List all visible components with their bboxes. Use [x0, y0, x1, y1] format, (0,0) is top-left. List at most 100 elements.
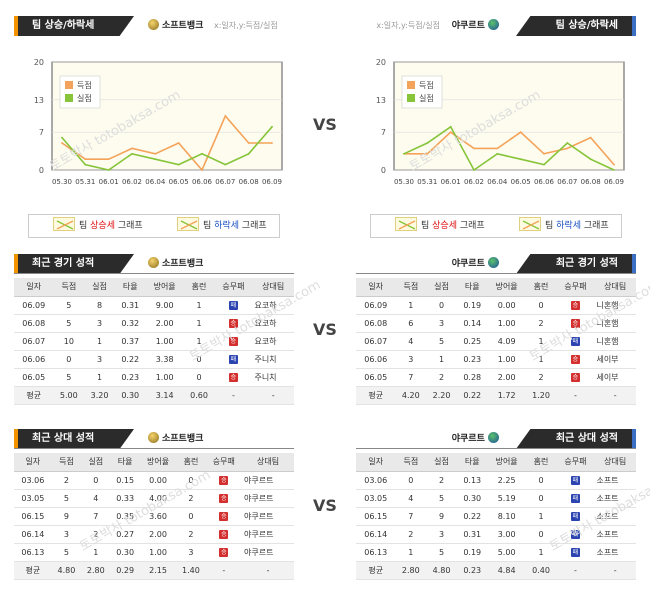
table-cell: 소프트 [594, 471, 636, 490]
result-badge: 승 [205, 543, 243, 562]
table-cell: 0.28 [456, 368, 488, 387]
column-header: 홈런 [176, 453, 206, 472]
win-badge-icon: 승 [219, 512, 229, 521]
table-cell: 0.27 [110, 525, 140, 544]
table-cell: 1.00 [487, 314, 526, 333]
average-cell: - [242, 561, 294, 580]
data-point [449, 131, 452, 134]
x-tick-label: 05.30 [394, 178, 414, 186]
table-cell: 5 [53, 368, 85, 387]
table-cell: 세이부 [594, 350, 636, 369]
table-cell: 4 [81, 489, 111, 508]
table-cell: 3 [426, 525, 457, 544]
table-cell: 0 [525, 489, 557, 508]
table-cell: 0 [176, 471, 206, 490]
table-cell: 5.00 [487, 543, 526, 562]
table-cell: 0.00 [487, 296, 526, 315]
table-cell: 소프트 [594, 489, 636, 508]
x-tick-label: 05.31 [417, 178, 437, 186]
table-cell: 야쿠르트 [242, 471, 294, 490]
average-cell: 0.29 [110, 561, 140, 580]
column-header: 실점 [84, 278, 115, 297]
result-badge: 승 [214, 314, 253, 333]
table-cell: 5 [51, 489, 82, 508]
win-badge-icon: 승 [228, 373, 238, 382]
column-header: 일자 [356, 453, 396, 472]
data-point [201, 169, 203, 171]
result-badge: 승 [205, 471, 243, 490]
y-tick-label: 0 [381, 166, 386, 175]
data-point [224, 115, 227, 117]
loss-badge-icon: 패 [228, 355, 238, 364]
data-point [426, 142, 429, 144]
data-point [589, 136, 592, 139]
vs-label: VS [313, 496, 337, 515]
data-point [566, 142, 569, 144]
loss-badge-icon: 패 [570, 337, 580, 346]
y-tick-label: 13 [376, 96, 386, 105]
data-point [177, 163, 180, 166]
data-point [131, 147, 133, 150]
table-cell: 2 [81, 525, 111, 544]
data-point [247, 142, 250, 144]
table-row: 06.07 4 5 0.25 4.09 1 패 니혼햄 [356, 332, 636, 351]
average-cell: 5.00 [53, 386, 85, 405]
table-cell: 0.31 [114, 296, 146, 315]
column-header: 승무패 [556, 453, 595, 472]
table-cell: 06.08 [14, 314, 54, 333]
table-cell: 1 [525, 543, 557, 562]
data-point [61, 142, 63, 144]
table-cell: 1 [426, 350, 457, 369]
table-cell: 5 [426, 489, 457, 508]
trend-panel-left: 팀 상승/하락세 소프트뱅크 x:일자,y:득점/실점 0 7 13 20 05.30 0… [14, 12, 294, 238]
x-tick-label: 06.01 [441, 178, 461, 186]
column-header: 홈런 [183, 278, 215, 297]
legend-swatch [407, 94, 415, 102]
win-badge-icon: 승 [570, 319, 580, 328]
table-row: 06.15 7 9 0.22 8.10 1 패 소프트 [356, 507, 636, 526]
yakult-logo-icon [488, 257, 499, 268]
column-header: 홈런 [525, 278, 557, 297]
table-row: 06.14 2 3 0.31 3.00 0 패 소프트 [356, 525, 636, 544]
table-cell: 1.00 [145, 332, 184, 351]
average-cell: 3.14 [145, 386, 184, 405]
average-cell: 1.72 [487, 386, 526, 405]
table-cell: 06.15 [356, 507, 396, 526]
table-cell: 1.00 [487, 350, 526, 369]
data-point [543, 152, 545, 155]
table-cell: 소프트 [594, 507, 636, 526]
trend-header-right: x:일자,y:득점/실점 야쿠르트 팀 상승/하락세 [356, 12, 636, 36]
win-badge-icon: 승 [219, 494, 229, 503]
y-tick-label: 20 [34, 58, 44, 67]
series-line-conceded [403, 125, 615, 172]
h2h-header-left: 최근 상대 성적 소프트뱅크 [14, 425, 294, 449]
table-cell: 1.00 [139, 543, 177, 562]
column-header: 방어율 [487, 453, 526, 472]
data-point [426, 152, 429, 155]
x-tick-label: 06.05 [169, 178, 189, 186]
table-cell: 0.19 [456, 543, 488, 562]
table-cell: 세이부 [594, 368, 636, 387]
column-header: 상대팀 [594, 453, 636, 472]
x-tick-label: 06.06 [192, 178, 213, 186]
team-name: 야쿠르트 [452, 256, 502, 269]
data-point [84, 163, 87, 166]
table-cell: 7 [395, 507, 427, 526]
table-cell: 3 [84, 350, 115, 369]
table-cell: 0.30 [456, 489, 488, 508]
table-row: 06.06 0 3 0.22 3.38 0 패 주니치 [14, 350, 294, 369]
table-cell: 03.05 [356, 489, 396, 508]
x-tick-label: 06.02 [122, 178, 142, 186]
data-point [224, 163, 227, 166]
average-cell: 2.80 [81, 561, 111, 580]
legend-swatch [65, 94, 73, 102]
section-title: 최근 경기 성적 [14, 254, 134, 274]
table-cell: 2 [176, 525, 206, 544]
result-badge: 승 [214, 368, 253, 387]
table-cell: 1 [183, 314, 215, 333]
table-row: 06.08 5 3 0.32 2.00 1 승 요코하 [14, 314, 294, 333]
team-name: 소프트뱅크 [148, 256, 203, 269]
win-badge-icon: 승 [219, 476, 229, 485]
loss-badge-icon: 패 [570, 530, 580, 539]
win-badge-icon: 승 [228, 337, 238, 346]
